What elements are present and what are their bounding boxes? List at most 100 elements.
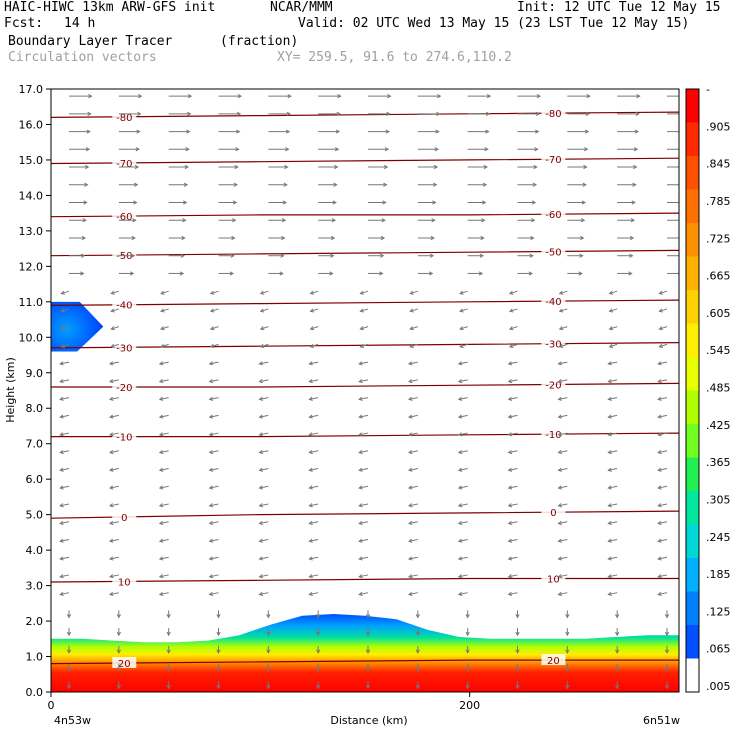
vector-arrowhead [459, 343, 464, 348]
vector-arrowhead [281, 218, 287, 223]
vector-arrow [259, 503, 269, 507]
vector-arrowhead [60, 308, 65, 313]
vector-arrowhead [308, 432, 313, 437]
colorbar: - .905 .845 .785 .725 .665 .605 .545 .485 .425 .36… [685, 83, 731, 693]
vector-arrowhead [59, 520, 64, 526]
vector-arrowhead [383, 164, 389, 170]
vector-arrow [608, 379, 618, 383]
vector-arrow [309, 592, 319, 595]
vector-arrow [608, 397, 618, 400]
vector-arrowhead [258, 449, 264, 455]
vector-arrow [209, 397, 219, 400]
vector-arrow [210, 343, 219, 348]
vector-arrowhead [557, 467, 563, 472]
vector-arrowhead [266, 614, 271, 619]
vector-arrowhead [381, 218, 386, 223]
vector-arrowhead [108, 379, 114, 384]
vector-arrowhead [657, 379, 662, 384]
vector-arrowhead [657, 414, 662, 419]
temperature-contour-label: -20 [545, 380, 561, 391]
vector-arrowhead [358, 574, 363, 579]
vector-arrowhead [557, 432, 563, 437]
vector-arrowhead [664, 667, 670, 672]
vector-arrowhead [358, 556, 363, 561]
vector-arrowhead [457, 467, 463, 472]
vector-arrow [508, 521, 518, 525]
vector-arrowhead [358, 485, 363, 490]
vector-arrowhead [435, 129, 440, 134]
vector-arrow [609, 326, 618, 330]
vector-arrowhead [158, 449, 164, 455]
vector-arrowhead [59, 485, 64, 490]
vector-arrow [310, 343, 319, 348]
vector-arrowhead [658, 343, 663, 348]
vector-arrow [658, 379, 668, 383]
vector-arrowhead [183, 182, 189, 187]
vector-arrowhead [87, 111, 92, 116]
temperature-contour-line [51, 157, 679, 165]
vector-arrowhead [507, 396, 513, 401]
vector-arrowhead [59, 449, 64, 455]
vector-arrowhead [337, 93, 342, 99]
vector-arrow [359, 468, 369, 471]
vector-arrow [159, 485, 169, 489]
vector-arrow [608, 503, 618, 507]
vector-arrow [359, 592, 369, 595]
vector-arrowhead [507, 432, 513, 437]
temperature-contour-label: -50 [116, 251, 132, 262]
vector-arrowhead [434, 147, 439, 152]
colorbar-swatch [686, 457, 699, 492]
vector-arrowhead [658, 326, 663, 331]
vector-arrowhead [515, 631, 520, 637]
vector-arrowhead [382, 200, 387, 205]
model-title: HAIC-HIWC 13km ARW-GFS init [4, 0, 216, 15]
vector-arrow [608, 414, 618, 418]
vector-arrow [608, 556, 618, 560]
vector-arrow [408, 485, 418, 489]
vector-arrowhead [433, 182, 438, 187]
vector-arrowhead [565, 614, 570, 619]
vector-arrow [458, 503, 468, 507]
temperature-contour-label: 20 [547, 656, 560, 667]
vector-arrowhead [158, 379, 164, 384]
vector-arrowhead [484, 147, 489, 152]
vector-arrowhead [116, 667, 121, 672]
vector-arrow [259, 538, 269, 542]
vector-arrow [408, 468, 418, 471]
colorbar-swatch [686, 625, 699, 659]
vector-arrow [109, 379, 119, 383]
vector-arrowhead [615, 631, 620, 637]
vector-arrowhead [430, 235, 435, 241]
temperature-contour-label: 10 [118, 577, 131, 588]
temperature-contour-line [51, 432, 679, 438]
vector-arrowhead [508, 326, 514, 331]
vector-arrow [558, 521, 568, 525]
vector-arrow [658, 397, 668, 400]
colorbar-label: .905 [706, 120, 731, 133]
vector-arrow [658, 556, 668, 560]
vector-arrow [259, 485, 269, 489]
vector-arrowhead [285, 147, 290, 152]
y-tick-label: 0.0 [26, 686, 44, 699]
vector-arrowhead [258, 520, 264, 526]
vector-arrow [408, 432, 418, 436]
vector-arrowhead [615, 649, 620, 654]
vector-arrowhead [657, 467, 662, 472]
vector-arrowhead [607, 432, 612, 437]
vector-arrowhead [385, 129, 390, 134]
vector-arrowhead [535, 129, 540, 134]
vector-arrowhead [108, 485, 114, 490]
vector-arrowhead [607, 396, 612, 401]
vector-arrow [209, 414, 219, 418]
vector-arrowhead [507, 503, 513, 508]
vector-arrowhead [209, 343, 215, 348]
vector-arrow [558, 361, 568, 365]
vector-arrowhead [533, 164, 538, 170]
vector-arrowhead [407, 449, 413, 455]
vector-arrow [309, 361, 319, 365]
vector-arrowhead [166, 649, 171, 654]
vector-arrowhead [308, 467, 313, 472]
vector-arrow [359, 379, 369, 383]
vector-arrowhead [266, 667, 271, 672]
vector-arrowhead [308, 520, 313, 526]
